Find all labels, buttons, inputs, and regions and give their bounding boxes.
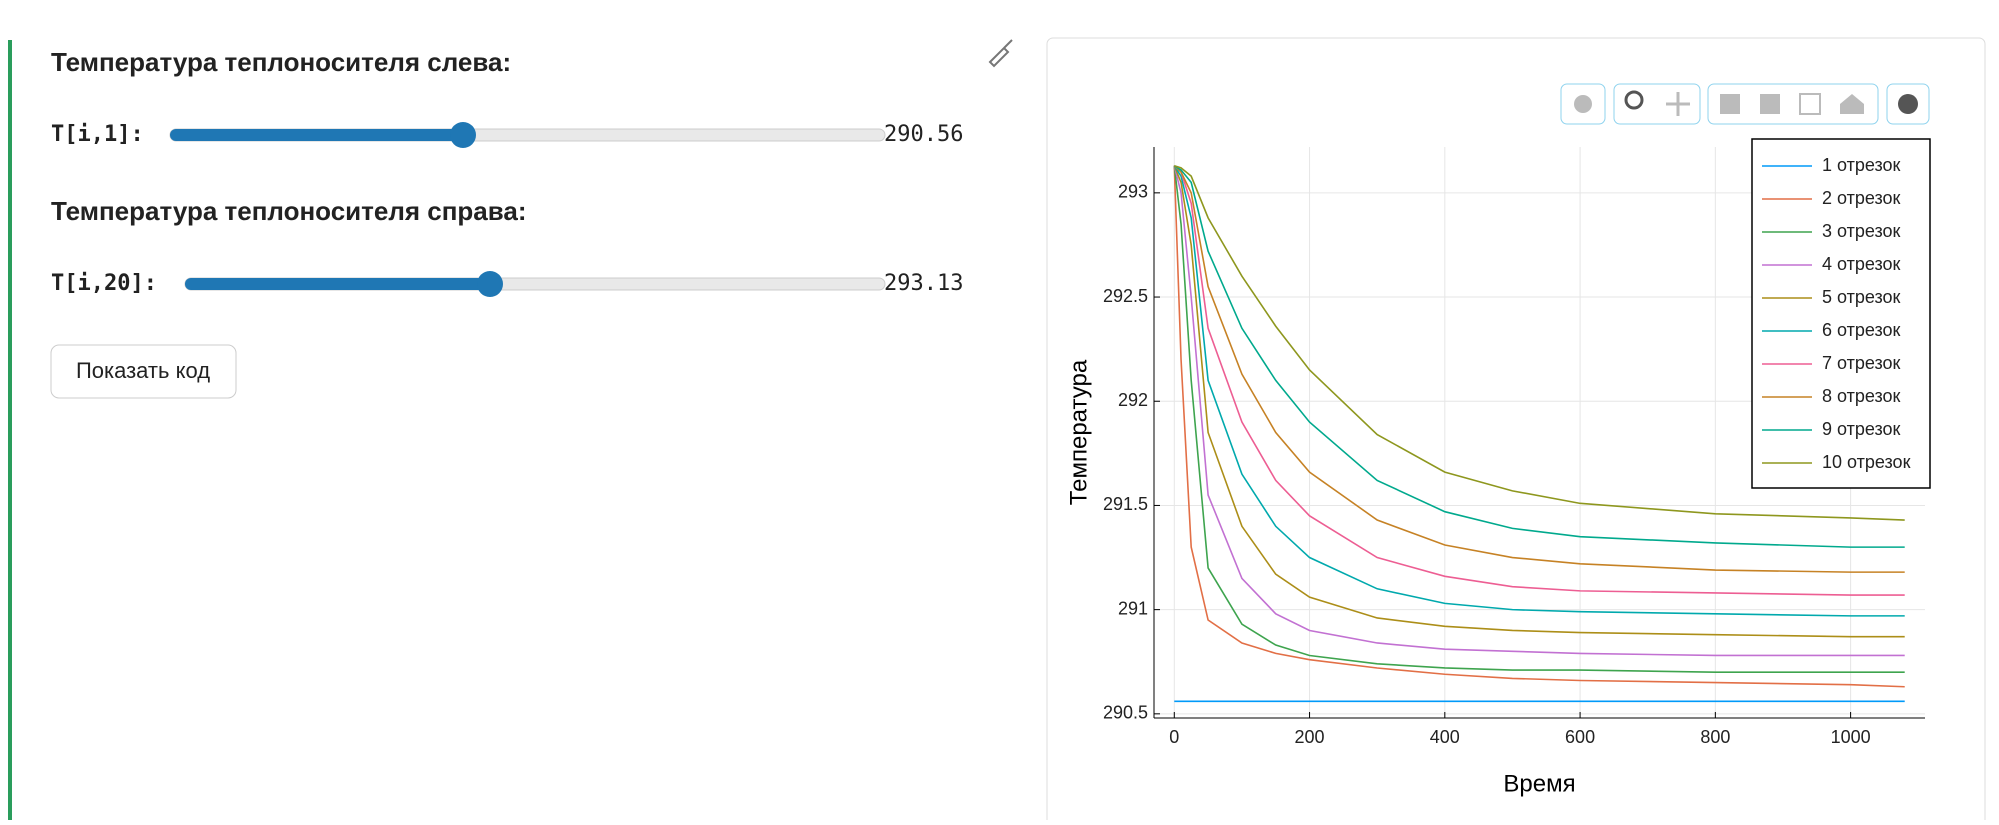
icon	[1574, 95, 1592, 113]
slider-value: 290.56	[884, 122, 963, 147]
legend-label: 10 отрезок	[1822, 452, 1911, 472]
icon	[1720, 94, 1740, 114]
x-tick-label: 1000	[1831, 727, 1871, 747]
x-tick-label: 0	[1169, 727, 1179, 747]
button-label[interactable]: Показать код	[76, 358, 210, 383]
slider-value: 293.13	[884, 271, 963, 296]
plot-panel	[1046, 37, 1986, 825]
legend-label: 1 отрезок	[1822, 155, 1901, 175]
slider-fill	[185, 278, 490, 290]
y-tick-label: 290.5	[1103, 703, 1148, 723]
icon	[1760, 94, 1780, 114]
y-axis-label: Температура	[1065, 359, 1092, 505]
series-line	[1174, 164, 1905, 521]
legend-label: 4 отрезок	[1822, 254, 1901, 274]
series-line	[1173, 165, 1905, 548]
series-line	[1173, 165, 1905, 638]
legend-label: 9 отрезок	[1822, 419, 1901, 439]
y-tick-label: 291	[1118, 598, 1148, 618]
legend-label: 7 отрезок	[1822, 353, 1901, 373]
x-axis-label: Время	[1503, 770, 1575, 797]
slider-fill	[170, 129, 463, 141]
series-line	[1173, 165, 1905, 596]
x-tick-label: 800	[1700, 727, 1730, 747]
x-tick-label: 200	[1295, 727, 1325, 747]
icon	[1624, 90, 1644, 110]
heading: Температура теплоносителя справа:	[51, 196, 527, 226]
slider-label: T[i,1]:	[51, 122, 144, 147]
legend-label: 5 отрезок	[1822, 287, 1901, 307]
x-tick-label: 400	[1430, 727, 1460, 747]
legend-label: 8 отрезок	[1822, 386, 1901, 406]
pin-icon[interactable]	[988, 39, 1013, 68]
y-tick-label: 293	[1118, 182, 1148, 202]
slider-left: Температура теплоносителя слева: T[i,1]:…	[51, 47, 963, 148]
slider-right: Температура теплоносителя справа: T[i,20…	[51, 196, 963, 297]
slider-label: T[i,20]:	[51, 271, 157, 296]
heading: Температура теплоносителя слева:	[51, 47, 511, 77]
y-tick-label: 292	[1118, 390, 1148, 410]
button-frame[interactable]	[50, 344, 237, 399]
legend-label: 3 отрезок	[1822, 221, 1901, 241]
slider-thumb[interactable]	[477, 271, 503, 297]
slider-thumb[interactable]	[450, 122, 476, 148]
legend-label: 2 отрезок	[1822, 188, 1901, 208]
cell-marker	[8, 40, 12, 820]
icon	[1898, 94, 1918, 114]
series-line	[1173, 165, 1905, 673]
legend-label: 6 отрезок	[1822, 320, 1901, 340]
icon	[1840, 94, 1864, 114]
series-line	[1173, 165, 1905, 617]
icon	[1666, 92, 1690, 116]
series-line	[1173, 165, 1905, 688]
series-line	[1173, 165, 1905, 573]
toolbar	[1560, 83, 1930, 125]
show-code-button[interactable]: Показать код	[50, 344, 237, 399]
y-tick-label: 292.5	[1103, 286, 1148, 306]
zoom-buttons[interactable]	[1707, 83, 1879, 125]
series-line	[1173, 165, 1905, 657]
x-tick-label: 600	[1565, 727, 1595, 747]
icon	[1799, 93, 1821, 115]
y-tick-label: 291.5	[1103, 494, 1148, 514]
